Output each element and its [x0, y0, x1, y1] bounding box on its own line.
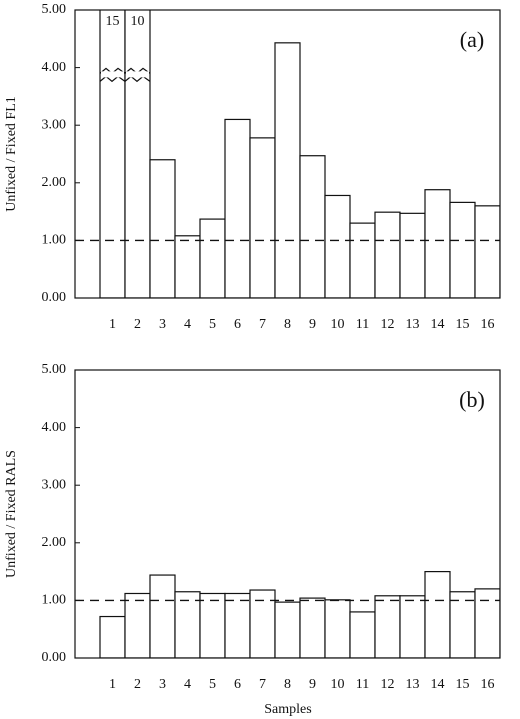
x-tick-label: 5	[209, 677, 216, 692]
x-tick-label: 1	[109, 677, 116, 692]
value-label: 10	[131, 14, 145, 29]
x-tick-label: 2	[134, 677, 141, 692]
x-tick-label: 6	[234, 317, 241, 332]
bar	[274, 42, 301, 298]
bar	[449, 201, 476, 298]
x-tick-label: 7	[259, 677, 266, 692]
plot-area	[99, 10, 500, 298]
y-tick-label: 5.00	[42, 362, 67, 377]
x-tick-label: 15	[456, 677, 470, 692]
bar	[224, 118, 251, 298]
bar	[474, 588, 500, 658]
x-tick-label: 1	[109, 317, 116, 332]
bar	[249, 137, 276, 298]
y-tick-label: 1.00	[42, 233, 67, 248]
break-gap	[126, 71, 149, 78]
bar	[149, 159, 176, 298]
bar	[299, 597, 326, 658]
x-tick-label: 10	[331, 317, 345, 332]
bar	[199, 592, 226, 658]
plot-area	[99, 570, 500, 658]
x-tick-label: 14	[431, 317, 445, 332]
bar	[449, 591, 476, 658]
bar	[424, 570, 451, 658]
x-tick-label: 3	[159, 317, 166, 332]
x-tick-label: 9	[309, 317, 316, 332]
x-tick-label: 16	[481, 317, 495, 332]
x-tick-label: 14	[431, 677, 445, 692]
y-tick-label: 0.00	[42, 650, 67, 665]
y-tick-label: 2.00	[42, 175, 67, 190]
x-tick-label: 12	[381, 317, 395, 332]
bar	[349, 222, 376, 298]
x-tick-label: 7	[259, 317, 266, 332]
x-tick-label: 11	[356, 677, 369, 692]
x-tick-label: 2	[134, 317, 141, 332]
x-tick-label: 11	[356, 317, 369, 332]
bar	[349, 611, 376, 658]
x-tick-label: 9	[309, 677, 316, 692]
bar	[374, 595, 401, 658]
value-label: 15	[106, 14, 120, 29]
y-tick-label: 3.00	[42, 117, 67, 132]
bar	[124, 592, 151, 658]
panel-label: (a)	[460, 27, 484, 52]
bar	[199, 218, 226, 298]
y-tick-label: 0.00	[42, 290, 67, 305]
x-axis-label: Samples	[264, 702, 311, 717]
bar	[324, 599, 351, 658]
axis-break	[124, 75, 151, 83]
bar	[274, 601, 301, 658]
bar	[99, 10, 126, 298]
x-tick-label: 4	[184, 677, 191, 692]
y-tick-label: 4.00	[42, 420, 67, 435]
bar	[224, 592, 251, 658]
bar	[174, 235, 201, 298]
y-tick-label: 2.00	[42, 535, 67, 550]
break-gap	[101, 71, 124, 78]
y-tick-label: 3.00	[42, 477, 67, 492]
x-tick-label: 6	[234, 677, 241, 692]
bar	[99, 615, 126, 658]
plot-frame	[74, 9, 501, 299]
x-tick-label: 5	[209, 317, 216, 332]
x-tick-label: 8	[284, 317, 291, 332]
x-tick-label: 8	[284, 677, 291, 692]
x-tick-label: 15	[456, 317, 470, 332]
axis-break	[99, 75, 126, 83]
y-tick-label: 1.00	[42, 593, 67, 608]
x-tick-label: 3	[159, 677, 166, 692]
x-tick-label: 10	[331, 677, 345, 692]
bar	[399, 212, 426, 298]
bar	[124, 10, 151, 298]
x-tick-label: 13	[406, 677, 420, 692]
y-axis-label: Unfixed / Fixed RALS	[4, 450, 19, 578]
bar	[474, 205, 500, 298]
x-tick-label: 4	[184, 317, 191, 332]
bar	[324, 194, 351, 298]
bar	[149, 574, 176, 658]
plot-frame	[74, 369, 501, 659]
x-tick-label: 16	[481, 677, 495, 692]
y-axis-label: Unfixed / Fixed FL1	[4, 96, 19, 212]
bar	[249, 589, 276, 658]
bar	[424, 189, 451, 298]
y-tick-label: 4.00	[42, 60, 67, 75]
bar	[399, 595, 426, 658]
bar	[374, 211, 401, 298]
bar	[174, 591, 201, 658]
x-tick-label: 13	[406, 317, 420, 332]
x-tick-label: 12	[381, 677, 395, 692]
panel-label: (b)	[459, 387, 485, 412]
bar	[299, 155, 326, 298]
y-tick-label: 5.00	[42, 2, 67, 17]
